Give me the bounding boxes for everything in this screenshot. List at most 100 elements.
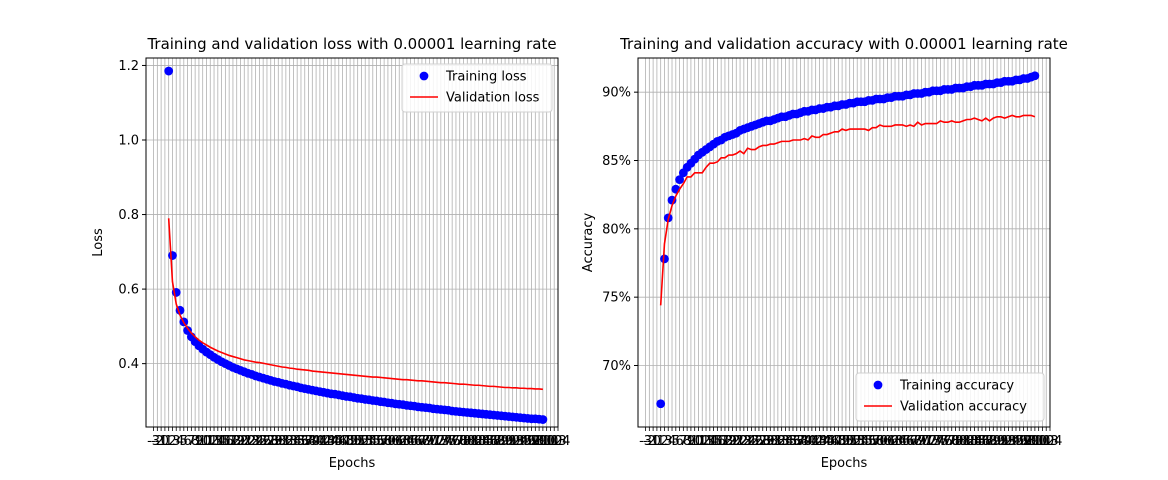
x-tick-label: 34 — [777, 434, 794, 449]
x-tick-label: 67 — [902, 434, 919, 449]
x-tick-label: 68 — [906, 434, 923, 449]
x-tick-label: 98 — [527, 434, 544, 449]
legend-box — [855, 372, 1045, 422]
x-tick-label: 77 — [448, 434, 465, 449]
x-tick-label: 50 — [838, 434, 855, 449]
x-tick-label: 60 — [875, 434, 892, 449]
x-tick-label: 104 — [1038, 434, 1063, 449]
x-tick-label: 52 — [845, 434, 862, 449]
x-tick-label: 63 — [395, 434, 412, 449]
x-tick-label: 82 — [467, 434, 484, 449]
x-tick-label: 48 — [338, 434, 355, 449]
x-tick-label: 25 — [743, 434, 760, 449]
x-tick-label: 45 — [327, 434, 344, 449]
x-tick-label: 31 — [274, 434, 291, 449]
x-tick-label: 84 — [474, 434, 491, 449]
data-point — [164, 66, 174, 76]
x-tick-label: 27 — [259, 434, 276, 449]
x-tick-label: 36 — [785, 434, 802, 449]
chart-0: 0.40.60.81.01.2-3-2-10123456789101112131… — [91, 35, 570, 471]
x-tick-label: 57 — [372, 434, 389, 449]
x-tick-label: 46 — [822, 434, 839, 449]
x-tick-label: 18 — [225, 434, 242, 449]
x-tick-label: 19 — [228, 434, 245, 449]
x-tick-label: 6 — [183, 434, 191, 449]
x-tick-label: 62 — [883, 434, 900, 449]
x-tick-label: 69 — [417, 434, 434, 449]
x-tick-label: 64 — [399, 434, 416, 449]
x-tick-label: 3 — [664, 434, 672, 449]
x-tick-label: 23 — [736, 434, 753, 449]
axes-frame — [145, 57, 559, 428]
x-tick-label: 55 — [857, 434, 874, 449]
x-tick-label: 49 — [834, 434, 851, 449]
x-tick-label: 2 — [660, 434, 668, 449]
x-tick-label: 7 — [679, 434, 687, 449]
x-tick-label: 76 — [444, 434, 461, 449]
x-tick-label: 1 — [657, 434, 665, 449]
x-tick-label: 33 — [281, 434, 298, 449]
x-tick-label: -1 — [155, 434, 168, 449]
x-tick-label: 79 — [947, 434, 964, 449]
series-points-0 — [164, 66, 548, 424]
x-tick-label: 63 — [887, 434, 904, 449]
x-tick-label: 81 — [955, 434, 972, 449]
series-points-0 — [656, 71, 1040, 409]
x-tick-label: 14 — [210, 434, 227, 449]
series-line-1 — [659, 114, 1036, 306]
x-tick-label: 51 — [841, 434, 858, 449]
x-tick-label: 62 — [391, 434, 408, 449]
x-tick-label: 87 — [977, 434, 994, 449]
x-tick-label: 16 — [217, 434, 234, 449]
x-tick-label: 36 — [293, 434, 310, 449]
x-tick-label: 43 — [319, 434, 336, 449]
x-tick-label: 4 — [668, 434, 676, 449]
data-point — [183, 326, 192, 335]
x-tick-label: 90 — [497, 434, 514, 449]
x-tick-label: 66 — [406, 434, 423, 449]
x-tick-label: 13 — [206, 434, 223, 449]
x-tick-label: 101 — [534, 434, 559, 449]
x-tick-label: 10 — [686, 434, 703, 449]
x-tick-label: 74 — [436, 434, 453, 449]
x-tick-label: 56 — [860, 434, 877, 449]
x-tick-label: 71 — [917, 434, 934, 449]
x-tick-label: 12 — [202, 434, 219, 449]
x-tick-label: 61 — [879, 434, 896, 449]
x-tick-label: 91 — [501, 434, 518, 449]
x-tick-label: 20 — [724, 434, 741, 449]
x-tick-label: 86 — [482, 434, 499, 449]
axes-frame — [637, 57, 1051, 428]
x-ticks: -3-2-10123456789101112131415161718192021… — [147, 427, 570, 449]
x-tick-label: 71 — [425, 434, 442, 449]
y-axis-label: Accuracy — [581, 213, 596, 273]
legend-box — [401, 63, 553, 113]
x-tick-label: 8 — [191, 434, 199, 449]
x-tick-label: 51 — [349, 434, 366, 449]
x-tick-label: 47 — [334, 434, 351, 449]
x-tick-label: 82 — [959, 434, 976, 449]
x-tick-label: 97 — [1015, 434, 1032, 449]
x-tick-label: 83 — [962, 434, 979, 449]
x-tick-label: 10 — [194, 434, 211, 449]
x-tick-label: 25 — [251, 434, 268, 449]
x-tick-label: 26 — [255, 434, 272, 449]
x-tick-label: 55 — [365, 434, 382, 449]
x-tick-label: 94 — [1004, 434, 1021, 449]
x-tick-label: 53 — [849, 434, 866, 449]
x-tick-label: 27 — [751, 434, 768, 449]
x-ticks: -3-2-10123456789101112131415161718192021… — [639, 427, 1062, 449]
x-tick-label: 5 — [180, 434, 188, 449]
x-tick-label: 68 — [414, 434, 431, 449]
x-tick-label: 90 — [989, 434, 1006, 449]
y-tick-label: 85% — [602, 154, 631, 169]
x-tick-label: 72 — [429, 434, 446, 449]
x-tick-label: 70 — [913, 434, 930, 449]
chart-title: Training and validation loss with 0.0000… — [146, 35, 556, 53]
x-tick-label: 6 — [675, 434, 683, 449]
x-tick-label: 65 — [402, 434, 419, 449]
x-tick-label: 32 — [278, 434, 295, 449]
x-tick-label: 98 — [1019, 434, 1036, 449]
x-tick-label: 78 — [943, 434, 960, 449]
x-tick-label: 37 — [296, 434, 313, 449]
